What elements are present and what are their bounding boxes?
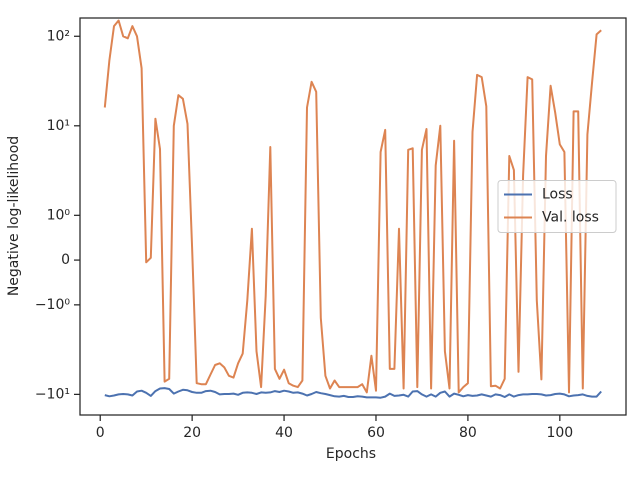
x-tick-label: 80	[459, 425, 477, 441]
x-tick-label: 60	[367, 425, 385, 441]
y-tick-label: 10¹	[47, 118, 70, 134]
x-tick-label: 0	[96, 425, 105, 441]
series-line	[103, 19, 602, 394]
y-tick-label: −10⁰	[35, 297, 71, 313]
y-tick-label: 0	[61, 252, 70, 268]
x-tick-label: 20	[183, 425, 201, 441]
y-axis-label: Negative log-likelihood	[6, 136, 22, 296]
y-tick-label: 10²	[47, 28, 70, 44]
legend: Loss Val. loss	[497, 180, 617, 233]
y-tick-label: 10⁰	[47, 207, 71, 223]
x-tick-label: 100	[546, 425, 573, 441]
y-tick-label: −10¹	[35, 386, 70, 402]
x-axis-label: Epochs	[326, 446, 376, 462]
plot-frame	[79, 17, 627, 416]
legend-label: Val. loss	[542, 210, 599, 226]
x-tick-label: 40	[275, 425, 293, 441]
legend-label: Loss	[542, 187, 573, 203]
series-line	[104, 387, 602, 399]
